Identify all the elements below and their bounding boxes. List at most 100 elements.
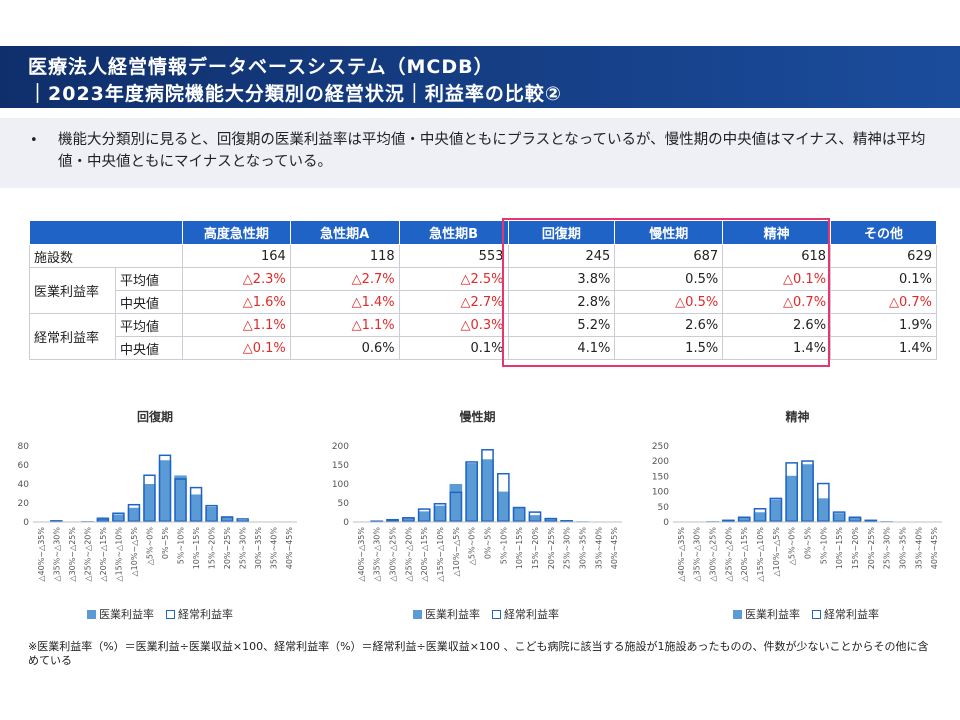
legend-swatch-ordinary xyxy=(492,609,501,619)
x-tick-label: 30%~35% xyxy=(578,527,587,570)
row-label: 中央値 xyxy=(114,336,183,360)
histogram-seishin: 精神 0 50 100 150 200 250 △40%~△35% △35%~△30% △30%… xyxy=(645,408,950,630)
bar-ordinary xyxy=(220,516,234,523)
table-cell: △1.4% xyxy=(289,290,400,314)
x-tick-label: △40%~△35% xyxy=(37,527,46,582)
y-tick-label: 80 xyxy=(18,442,30,452)
y-tick-label: 50 xyxy=(338,499,350,509)
bar-ordinary xyxy=(864,519,878,523)
bar-ordinary xyxy=(174,478,187,522)
x-tick-label: 35%~40% xyxy=(914,527,923,570)
table-row: 中央値 △1.6% △1.4% △2.7% 2.8% △0.5% △0.7% △… xyxy=(30,290,937,314)
bar-ordinary xyxy=(769,497,783,522)
x-tick-label: △25%~△20% xyxy=(724,527,733,582)
table-corner xyxy=(29,220,183,245)
legend-swatch-operating xyxy=(87,609,96,619)
x-tick-label: △20%~△15% xyxy=(99,527,108,582)
bar-ordinary xyxy=(236,518,249,522)
chart-title: 慢性期 xyxy=(459,410,496,424)
x-tick-label: 40%~45% xyxy=(285,527,294,570)
x-tick-label: △5%~0% xyxy=(145,527,154,566)
bar-ordinary xyxy=(205,504,218,523)
table-cell: △0.1% xyxy=(722,267,832,291)
table-row: 施設数 164 118 553 245 687 618 629 xyxy=(29,244,937,268)
page-title-line1: 医療法人経営情報データベースシステム（MCDB） xyxy=(28,56,494,78)
bar-operating xyxy=(544,518,558,522)
bar-operating xyxy=(769,499,783,522)
table-cell: 164 xyxy=(181,244,291,268)
chart-legend: 医業利益率 経常利益率 xyxy=(413,606,559,622)
summary-bullet: • xyxy=(30,133,38,148)
y-tick-label: 150 xyxy=(332,461,349,471)
x-tick-label: 30%~35% xyxy=(254,527,263,570)
bar-ordinary xyxy=(832,511,846,523)
x-tick-label: △20%~△15% xyxy=(740,527,749,582)
bar-ordinary xyxy=(96,518,110,522)
bar-ordinary xyxy=(112,512,125,522)
bar-operating xyxy=(753,512,767,522)
x-tick-label: 10%~15% xyxy=(192,527,201,570)
table-cell: 687 xyxy=(614,244,724,268)
bar-ordinary xyxy=(402,517,415,522)
bar-ordinary xyxy=(189,486,203,522)
bar-ordinary xyxy=(816,482,830,522)
x-tick-label: △30%~△25% xyxy=(68,527,77,582)
table-cell: △0.7% xyxy=(722,290,832,314)
bar-operating xyxy=(205,506,218,522)
bar-ordinary xyxy=(848,516,862,522)
table-cell: 618 xyxy=(722,244,832,268)
bar-ordinary xyxy=(722,519,735,523)
x-tick-label: △10%~△5% xyxy=(452,527,461,577)
table-cell: 2.6% xyxy=(614,313,724,337)
bar-ordinary xyxy=(737,516,751,522)
table-cell: △2.7% xyxy=(398,290,509,314)
x-tick-label: 20%~25% xyxy=(223,527,232,570)
x-tick-label: △35%~△30% xyxy=(373,527,382,582)
bar-ordinary xyxy=(801,460,814,523)
table-cell: △2.5% xyxy=(398,267,509,291)
legend-label-ordinary: 経常利益率 xyxy=(178,608,233,621)
table-row: 経常利益率 平均値 △1.1% △1.1% △0.3% 5.2% 2.6% 2.… xyxy=(29,313,937,360)
table-cell: △0.7% xyxy=(830,290,937,314)
bar-ordinary xyxy=(158,454,172,522)
y-tick-label: 0 xyxy=(23,518,29,528)
bar-operating xyxy=(174,475,187,522)
table-cell: 629 xyxy=(830,244,937,268)
y-tick-label: 50 xyxy=(658,503,670,513)
x-tick-label: 30%~35% xyxy=(898,527,907,570)
x-tick-label: △5%~0% xyxy=(788,527,797,566)
table-row: 医業利益率 平均値 △2.3% △2.7% △2.5% 3.8% 0.5% △0… xyxy=(29,267,937,314)
table-cell: △1.1% xyxy=(289,313,400,337)
table-row: 中央値 △0.1% 0.6% 0.1% 4.1% 1.5% 1.4% 1.4% xyxy=(30,336,937,360)
legend-label-operating: 医業利益率 xyxy=(99,608,154,621)
table-cell: △0.3% xyxy=(398,313,509,337)
bar-ordinary xyxy=(465,461,479,522)
histogram-svg: 0 50 100 150 200 △40%~△35% △35%~△30% △30%~△25% △… xyxy=(332,442,622,582)
row-label: 平均値 xyxy=(114,267,183,291)
legend-swatch-ordinary xyxy=(812,609,821,619)
histogram-svg: 0 20 40 60 80 △40%~△35% △35%~△30% △30%~△25% △25%… xyxy=(18,442,297,582)
legend-swatch-operating xyxy=(733,609,742,619)
x-tick-label: △25%~△20% xyxy=(83,527,92,582)
bar-operating xyxy=(112,514,125,522)
table-cell: 553 xyxy=(398,244,509,268)
bar-operating xyxy=(189,494,203,522)
x-tick-label: △10%~△5% xyxy=(772,527,781,577)
x-tick-label: 15%~20% xyxy=(851,527,860,570)
bar-operating xyxy=(127,507,141,522)
legend-label-operating: 医業利益率 xyxy=(745,608,800,621)
table-cell: 1.4% xyxy=(830,336,937,360)
group-label-ordinary: 経常利益率 xyxy=(29,313,116,360)
table-cell: 245 xyxy=(507,244,616,268)
legend-label-ordinary: 経常利益率 xyxy=(824,608,879,621)
bar-ordinary xyxy=(544,517,558,522)
histogram-kaifukuki: 回復期 0 20 40 60 80 △40%~△35% △35%~△30% △30%~△25%… xyxy=(5,408,305,630)
table-cell: 3.8% xyxy=(507,267,616,291)
col-header: 精神 xyxy=(722,220,832,245)
bar-ordinary xyxy=(143,474,156,522)
bar-ordinary xyxy=(433,503,447,522)
chart-title: 精神 xyxy=(785,410,810,424)
bar-operating xyxy=(496,491,510,522)
table-cell: 118 xyxy=(289,244,400,268)
x-tick-label: 15%~20% xyxy=(531,527,540,570)
